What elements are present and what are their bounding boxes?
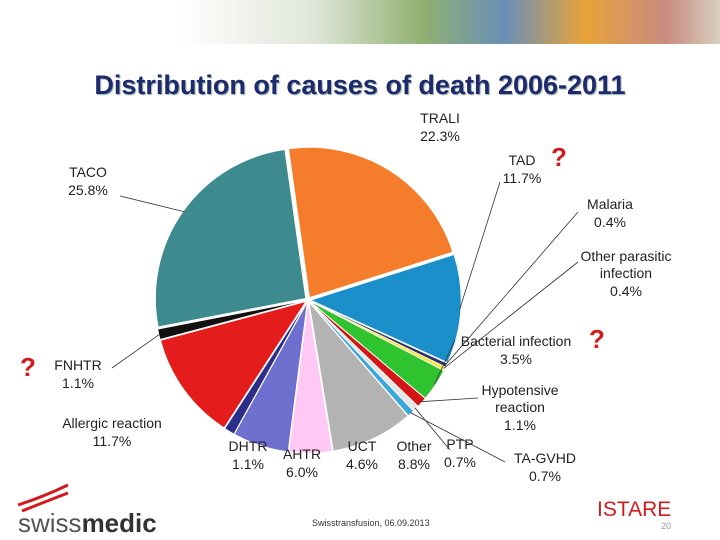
annotation: ? [20,352,36,382]
slice-label: TAD [508,152,536,168]
slice-value-label: 11.7% [92,433,132,449]
leader-line [119,195,185,213]
slice-value-label: 25.8% [68,182,108,198]
slice-value-label: 11.7% [502,170,542,186]
pie-slice [310,301,445,399]
logo: swissmedic [18,508,157,539]
leader-line [420,397,479,403]
brand: ISTARE [597,498,672,521]
slice-value-label: 0.4% [594,214,626,230]
leader-line [409,412,506,463]
slice-value-label: 0.4% [610,283,642,299]
pie-slice [155,149,306,328]
footer-event: Swisstransfusion, 06.09.2013 [312,518,430,528]
slice-value-label: 1.1% [504,417,536,433]
leader-line [459,181,501,310]
slice-label: UCT [347,438,377,454]
slice-value-label: 3.5% [500,351,532,367]
leader-line [445,211,579,366]
slice-label: Hypotensive reaction [481,382,559,415]
pie-slice [308,301,409,452]
pie-slice [224,302,307,435]
slice-label: Other parasitic infection [580,248,672,281]
slice-label: TRALI [420,110,460,126]
slice-label: PTP [446,436,474,452]
header-photos [180,0,720,44]
slice-value-label: 22.3% [420,128,460,144]
page-number: 20 [661,521,672,531]
slice-label: Other [396,438,432,454]
pie-slice [234,302,308,452]
slice-label: Bacterial infection [460,333,572,349]
slice-label: TACO [69,164,107,180]
pie [155,147,462,454]
slice-value-label: 0.7% [444,454,476,470]
logo-light: swiss [18,508,82,538]
pie-slice [288,147,453,298]
annotation: ? [551,142,567,172]
leader-lines [111,181,579,463]
logo-mark [17,483,69,513]
slice-label: AHTR [282,446,322,462]
slice-value-label: 1.1% [232,456,264,472]
slice-label: Allergic reaction [62,415,162,431]
pie-slice [288,302,333,454]
slice-label: TA-GVHD [514,450,576,466]
leader-line [111,333,161,369]
slice-label: DHTR [228,438,268,454]
slice-label: Malaria [587,196,633,212]
chart-title: Distribution of causes of death 2006-201… [94,70,626,100]
leader-line [434,339,456,385]
slice-value-label: 6.0% [286,464,318,480]
slice-value-label: 4.6% [346,456,378,472]
pie-slice [310,254,462,363]
leader-line [443,261,579,369]
leader-line [414,407,451,451]
slice-label: FNHTR [54,357,102,373]
annotation: ? [589,324,605,354]
logo-bold: medic [81,508,157,538]
slice-value-label: 8.8% [398,456,430,472]
slice-value-label: 1.1% [62,375,94,391]
slice-value-label: 0.7% [529,468,561,484]
pie-slice [160,301,307,429]
